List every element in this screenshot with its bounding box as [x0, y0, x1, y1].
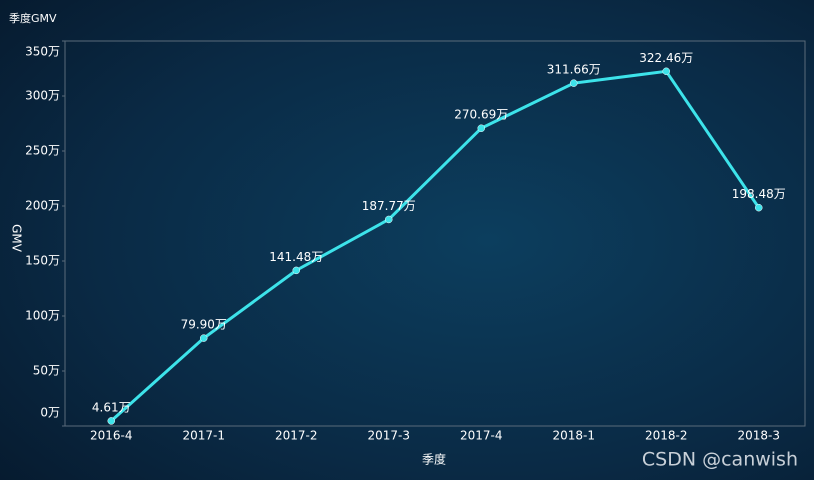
point [477, 124, 485, 132]
point [662, 67, 670, 76]
y-tick-label: 350万 [25, 45, 60, 59]
point [107, 417, 115, 425]
y-tick-label: 50万 [33, 364, 60, 378]
point [385, 215, 393, 224]
plot-border [64, 40, 806, 427]
point [570, 79, 578, 87]
data-label: 270.69万 [454, 108, 508, 122]
y-axis-title: GMV [10, 224, 24, 253]
watermark: CSDN @canwish [642, 449, 798, 471]
x-tick-label: 2017-3 [367, 429, 410, 443]
point [755, 203, 763, 212]
y-tick-label: 250万 [25, 144, 60, 158]
data-label: 79.90万 [181, 318, 227, 332]
x-axis-title: 季度 [422, 452, 446, 467]
x-tick-label: 2018-1 [552, 429, 595, 443]
x-tick-label: 2017-1 [182, 429, 225, 443]
y-tick-label: 300万 [25, 89, 60, 103]
data-label: 198.48万 [732, 187, 786, 201]
line [110, 69, 760, 423]
y-tick-label: 150万 [25, 254, 60, 268]
point [200, 334, 208, 342]
chart-title: 季度GMV [9, 11, 57, 25]
data-label: 187.77万 [362, 199, 416, 213]
data-label: 322.46万 [639, 51, 693, 65]
data-label: 311.66万 [547, 63, 601, 77]
x-tick-label: 2018-2 [645, 429, 688, 443]
y-tick-label: 100万 [25, 309, 60, 323]
data-label: 4.61万 [92, 400, 131, 414]
x-tick-label: 2016-4 [90, 429, 133, 443]
y-tick-label: 0万 [40, 406, 60, 420]
x-tick-label: 2017-4 [460, 429, 503, 443]
y-tick-label: 200万 [25, 199, 60, 213]
x-tick-label: 2017-2 [275, 429, 318, 443]
x-tick-label: 2018-3 [737, 429, 780, 443]
point [292, 266, 300, 275]
data-label: 141.48万 [269, 250, 323, 264]
